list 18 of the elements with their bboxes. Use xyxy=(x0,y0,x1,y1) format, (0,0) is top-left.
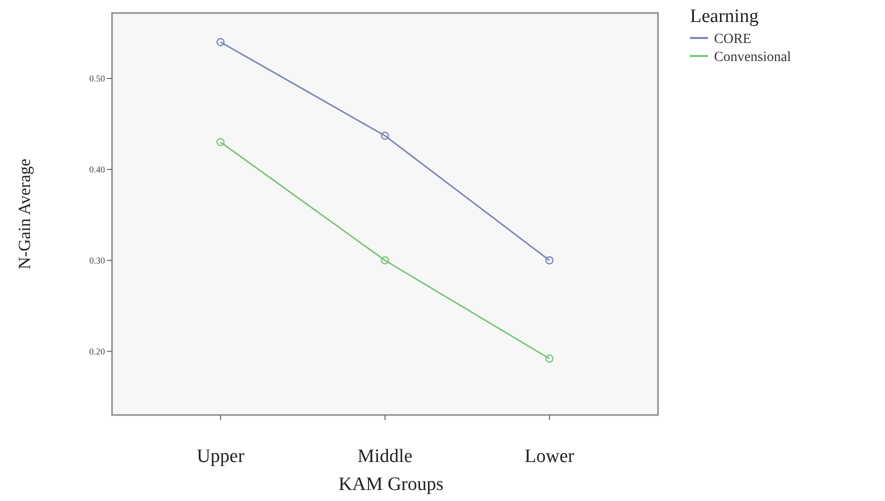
legend-label: CORE xyxy=(714,32,752,47)
legend-title: Learning xyxy=(690,6,760,27)
x-tick-label: Lower xyxy=(524,446,575,467)
y-axis-title: N-Gain Average xyxy=(15,158,34,270)
point xyxy=(545,256,554,264)
point xyxy=(216,38,225,46)
point xyxy=(380,256,390,264)
x-tick-label: Middle xyxy=(358,446,412,467)
x-axis-title: KAM Groups xyxy=(338,474,444,495)
y-tick-label: 0.30 xyxy=(89,256,106,266)
y-tick-label: 0.50 xyxy=(89,74,106,84)
y-tick-label: 0.40 xyxy=(89,164,106,175)
point xyxy=(216,138,225,146)
point xyxy=(380,132,390,140)
x-tick-label: Upper xyxy=(196,446,245,467)
point xyxy=(545,354,554,363)
y-tick-label: 0.20 xyxy=(89,346,106,356)
legend-label: Convensional xyxy=(714,50,792,65)
